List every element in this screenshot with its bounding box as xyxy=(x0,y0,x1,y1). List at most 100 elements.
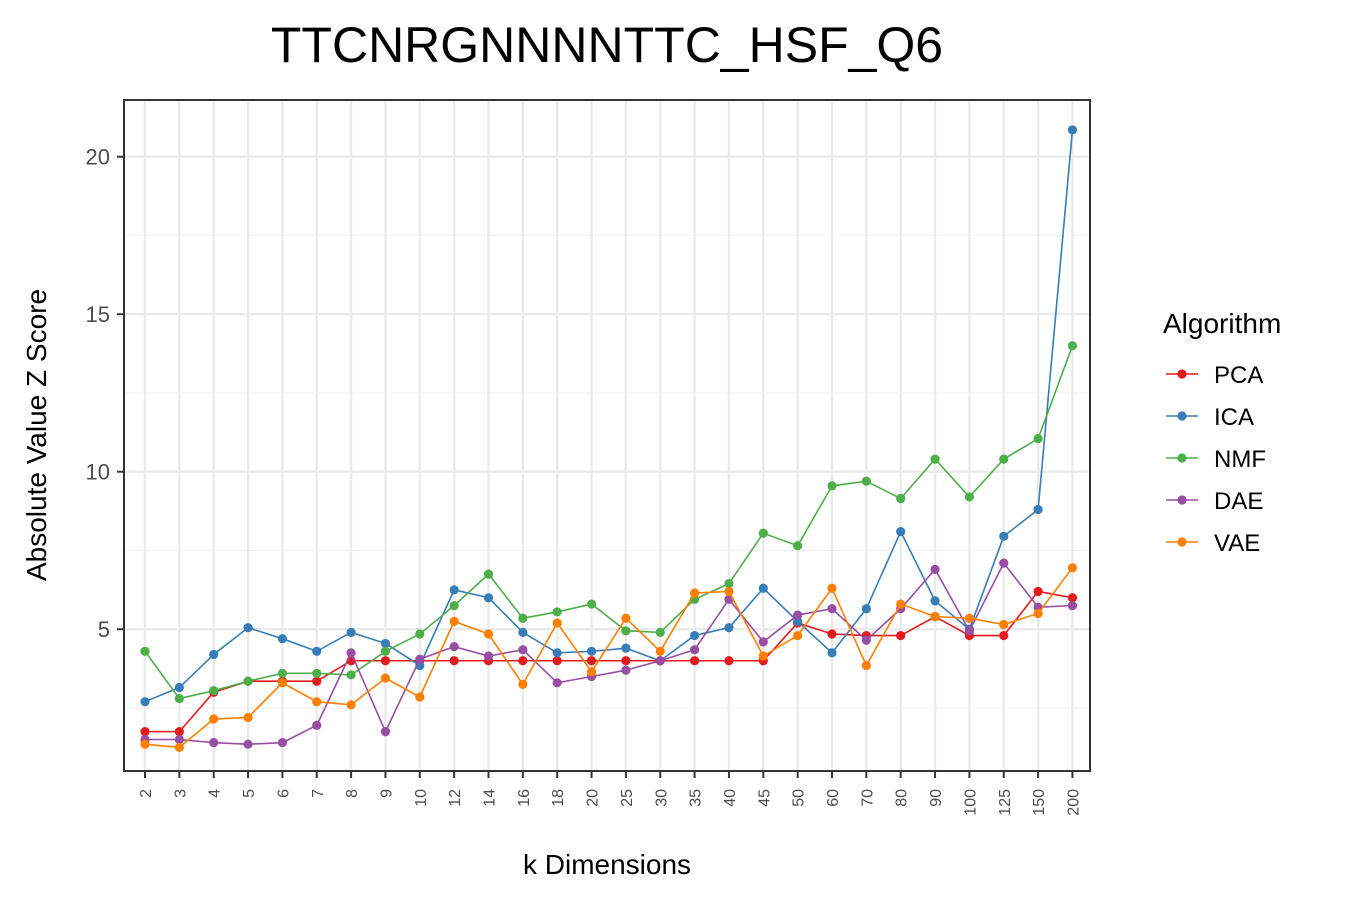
data-point-nmf xyxy=(621,626,631,636)
x-tick-label: 200 xyxy=(1065,789,1082,816)
data-point-nmf xyxy=(174,693,184,704)
data-point-vae xyxy=(346,700,356,710)
x-tick-label: 4 xyxy=(207,789,224,798)
x-tick-label: 45 xyxy=(756,789,773,807)
data-point-dae xyxy=(415,654,425,664)
data-point-ica xyxy=(483,593,494,603)
legend-label-pca: PCA xyxy=(1214,362,1263,389)
data-point-dae xyxy=(346,648,356,658)
data-point-vae xyxy=(449,616,459,626)
data-point-vae xyxy=(861,660,871,671)
data-point-dae xyxy=(758,637,768,647)
series-pca xyxy=(140,586,1078,737)
x-tick-label: 2 xyxy=(138,789,155,798)
data-point-nmf xyxy=(483,569,494,579)
legend-key-point-pca xyxy=(1177,369,1187,379)
data-point-pca xyxy=(518,656,528,666)
data-point-pca xyxy=(312,676,322,686)
data-point-ica xyxy=(277,634,287,644)
data-point-ica xyxy=(518,627,528,637)
y-tick-label: 20 xyxy=(86,145,110,170)
y-axis-title: Absolute Value Z Score xyxy=(21,289,52,581)
series-line-dae xyxy=(145,561,1073,746)
data-point-nmf xyxy=(552,607,562,617)
x-tick-label: 90 xyxy=(928,789,945,807)
x-tick-label: 14 xyxy=(482,789,499,807)
data-point-ica xyxy=(449,585,459,595)
data-point-vae xyxy=(793,630,803,641)
data-point-ica xyxy=(724,623,734,633)
data-point-nmf xyxy=(380,646,391,656)
legend-item-vae: VAE xyxy=(1166,530,1260,557)
data-point-nmf xyxy=(449,601,459,611)
data-point-vae xyxy=(621,613,631,623)
legend-key-point-nmf xyxy=(1177,453,1187,463)
legend-key-point-ica xyxy=(1177,411,1187,421)
data-point-nmf xyxy=(209,686,219,696)
data-point-vae xyxy=(140,739,150,749)
legend-label-ica: ICA xyxy=(1214,404,1254,431)
x-tick-label: 30 xyxy=(653,789,670,807)
data-point-pca xyxy=(1067,593,1078,603)
data-point-vae xyxy=(483,629,494,639)
data-point-nmf xyxy=(243,676,253,686)
x-tick-label: 150 xyxy=(1031,789,1048,816)
data-point-pca xyxy=(140,727,150,737)
data-point-vae xyxy=(1033,608,1043,619)
series-line-pca xyxy=(145,590,1073,733)
data-point-nmf xyxy=(655,627,665,637)
data-point-dae xyxy=(277,738,287,748)
x-tick-label: 80 xyxy=(894,789,911,807)
data-point-pca xyxy=(621,656,631,666)
data-point-vae xyxy=(896,599,906,609)
data-point-dae xyxy=(243,739,253,749)
data-point-vae xyxy=(243,712,253,723)
x-tick-label: 35 xyxy=(688,789,705,807)
legend-key-point-dae xyxy=(1177,495,1187,505)
data-point-pca xyxy=(999,630,1009,641)
x-tick-label: 3 xyxy=(172,789,189,798)
data-point-dae xyxy=(861,635,871,645)
data-point-dae xyxy=(552,678,562,688)
data-point-ica xyxy=(243,623,253,633)
data-point-dae xyxy=(518,645,528,655)
x-tick-label: 70 xyxy=(859,789,876,807)
data-point-nmf xyxy=(277,668,287,678)
data-point-nmf xyxy=(312,668,322,678)
x-axis: 2 3 4 5 6 7 8 9 10 12 14 16 18 20 25 30 35 40 45 50 60 70 80 90… xyxy=(138,771,1082,816)
x-tick-label: 18 xyxy=(550,789,567,807)
data-point-vae xyxy=(312,697,322,707)
data-point-ica xyxy=(1033,504,1043,515)
y-axis: 5 10 15 20 xyxy=(86,145,124,642)
data-point-dae xyxy=(793,610,803,620)
data-point-vae xyxy=(999,619,1009,630)
data-point-ica xyxy=(930,596,940,606)
data-point-ica xyxy=(896,526,906,537)
data-point-ica xyxy=(758,583,768,593)
data-point-dae xyxy=(312,720,322,730)
data-point-vae xyxy=(174,742,184,752)
data-point-nmf xyxy=(793,541,803,551)
data-point-vae xyxy=(380,673,391,683)
series-dae xyxy=(140,558,1078,749)
data-point-dae xyxy=(449,641,459,652)
data-point-ica xyxy=(999,531,1009,541)
legend-item-nmf: NMF xyxy=(1166,446,1266,473)
y-tick-label: 5 xyxy=(98,617,110,642)
data-point-nmf xyxy=(930,454,940,464)
chart-title: TTCNRGNNNNTTC_HSF_Q6 xyxy=(271,17,943,73)
data-point-nmf xyxy=(346,670,356,680)
data-point-pca xyxy=(827,629,837,639)
legend-title: Algorithm xyxy=(1163,308,1281,339)
data-point-nmf xyxy=(758,528,768,538)
data-point-nmf xyxy=(518,613,528,623)
data-point-ica xyxy=(827,648,837,658)
legend-item-ica: ICA xyxy=(1166,404,1254,431)
series-nmf xyxy=(140,341,1078,704)
data-point-dae xyxy=(621,665,631,675)
data-point-nmf xyxy=(415,629,425,639)
data-point-pca xyxy=(1033,586,1043,597)
data-point-vae xyxy=(1067,563,1078,573)
data-point-vae xyxy=(277,678,287,688)
